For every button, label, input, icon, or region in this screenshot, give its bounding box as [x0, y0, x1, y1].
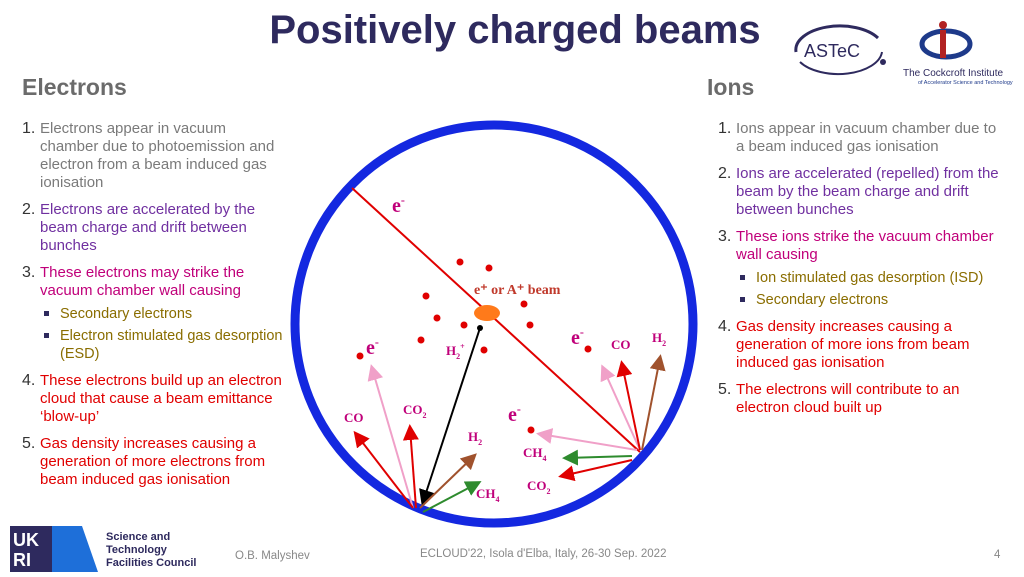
vacuum-chamber-wall: [290, 120, 698, 528]
electron-item-4: 4. These electrons build up an electron c…: [22, 372, 282, 425]
electron-item-3: 3. These electrons may strike the vacuum …: [22, 264, 284, 363]
electrons-list: 1. Electrons appear in vacuum chamber due…: [22, 120, 284, 498]
svg-text:The Cockcroft Institute: The Cockcroft Institute: [903, 68, 1003, 79]
ion-item-4: 4. Gas density increases causing a genera…: [718, 318, 970, 371]
electron-dots: [356, 258, 592, 434]
ion-trajectory: [419, 327, 481, 506]
electron-item-1: 1. Electrons appear in vacuum chamber due…: [22, 120, 275, 191]
electron-label: e-: [392, 193, 405, 217]
ion-sub-item: Secondary electrons: [736, 291, 1008, 309]
electron-dot-icon: [480, 346, 488, 354]
electron-dot-icon: [422, 292, 430, 300]
electron-label: e-: [508, 402, 521, 426]
electron-sub-item: Electron stimulated gas desorption (ESD): [40, 327, 284, 363]
gas-label-ch4: CH4: [523, 445, 547, 463]
electron-dot-icon: [584, 345, 592, 353]
electron-item-5: 5. Gas density increases causing a genera…: [22, 435, 266, 488]
ions-list: 1. Ions appear in vacuum chamber due to a…: [718, 120, 1008, 426]
electron-dot-icon: [417, 336, 425, 344]
electron-dot-icon: [433, 314, 441, 322]
electron-dot-icon: [356, 352, 364, 360]
ion-item-1: 1. Ions appear in vacuum chamber due to a…: [718, 120, 997, 155]
beam-icon: [474, 305, 500, 321]
electron-item-2: 2. Electrons are accelerated by the beam …: [22, 201, 256, 254]
gas-label-h2: H2: [468, 429, 482, 447]
svg-text:Technology: Technology: [106, 544, 168, 556]
svg-text:of Accelerator Science and Tec: of Accelerator Science and Technology: [918, 80, 1013, 86]
svg-text:Science and: Science and: [106, 531, 170, 543]
gas-label-co2: CO2: [527, 478, 551, 496]
ion-item-5: 5. The electrons will contribute to an el…: [718, 381, 960, 416]
gas-label-co: CO: [611, 337, 631, 352]
gas-label-h2: H2: [652, 330, 666, 348]
gas-label-ch4: CH4: [476, 486, 500, 504]
electron-dot-icon: [485, 264, 493, 272]
svg-text:UK: UK: [13, 530, 39, 550]
page-title: Positively charged beams: [269, 8, 761, 52]
gas-label-co2: CO2: [403, 402, 427, 420]
left-desorption-arrows: [353, 364, 482, 513]
ions-heading: Ions: [707, 74, 755, 100]
beam-label: e⁺ or A⁺ beam: [474, 283, 561, 298]
electron-label: e-: [366, 335, 379, 359]
electron-dot-icon: [456, 258, 464, 266]
ion-item-2: 2. Ions are accelerated (repelled) from t…: [718, 165, 999, 218]
svg-text:RI: RI: [13, 550, 31, 570]
electron-trajectory: [351, 187, 641, 453]
electron-dot-icon: [527, 426, 535, 434]
svg-text:ASTeC: ASTeC: [804, 41, 860, 61]
electron-dot-icon: [520, 300, 528, 308]
footer-conference: ECLOUD'22, Isola d'Elba, Italy, 26-30 Se…: [420, 548, 667, 560]
gas-label-co: CO: [344, 410, 364, 425]
electron-dot-icon: [526, 321, 534, 329]
electron-label: e-: [571, 325, 584, 349]
electrons-heading: Electrons: [22, 74, 127, 100]
ukri-stfc-logo: UK RI Science and Technology Facilities …: [10, 526, 210, 572]
ion-sub-item: Ion stimulated gas desorption (ISD): [736, 269, 1008, 287]
footer-author: O.B. Malyshev: [235, 550, 310, 562]
page-number: 4: [994, 549, 1001, 561]
ion-item-3: 3. These ions strike the vacuum chamber w…: [718, 228, 1008, 309]
electron-sub-item: Secondary electrons: [40, 305, 284, 323]
right-desorption-arrows: [536, 354, 666, 482]
svg-text:Facilities Council: Facilities Council: [106, 557, 196, 569]
h2-ion-label: H2+: [446, 342, 465, 361]
astec-logo: ASTeC: [790, 22, 890, 78]
electron-dot-icon: [460, 321, 468, 329]
cockcroft-logo: The Cockcroft Institute of Accelerator S…: [900, 18, 1024, 88]
